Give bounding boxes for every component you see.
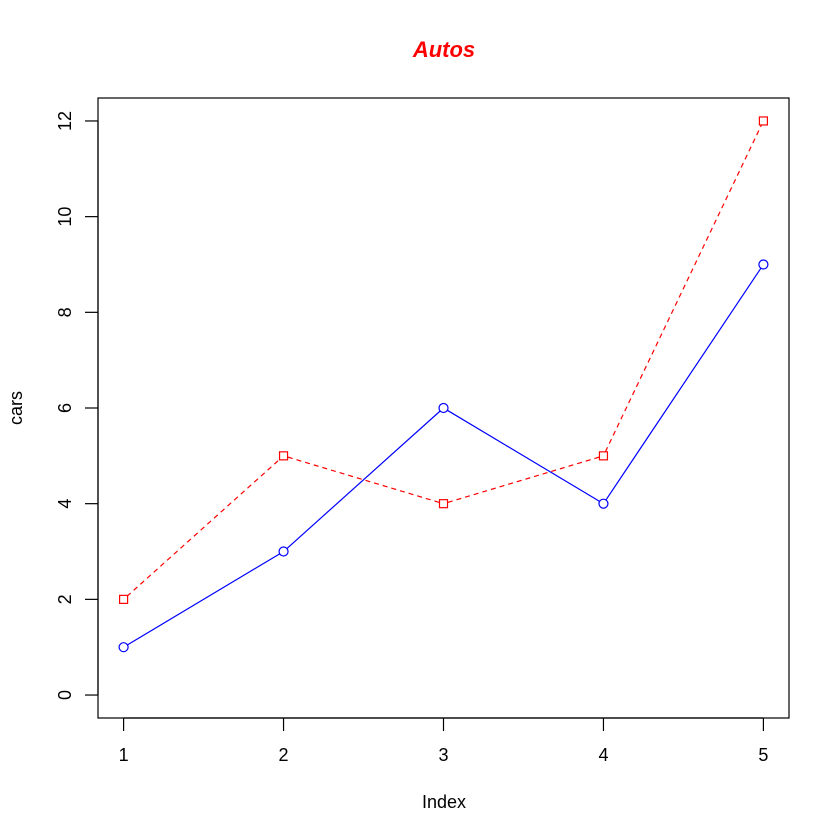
y-tick-label: 6 <box>55 403 75 413</box>
x-tick-label: 1 <box>119 745 129 765</box>
series-layer <box>118 116 769 653</box>
series-2 <box>118 116 769 604</box>
y-tick-label: 0 <box>55 690 75 700</box>
series-1-point <box>758 259 769 270</box>
series-1-point <box>278 546 289 557</box>
series-2-segment <box>447 456 600 503</box>
series-1-segment <box>447 409 600 502</box>
series-1-segment <box>286 410 441 549</box>
series-2-point <box>598 451 609 461</box>
series-1-point <box>438 402 449 414</box>
series-2-point <box>118 594 129 604</box>
x-tick-label: 2 <box>279 745 289 765</box>
series-2-segment <box>604 124 763 453</box>
y-tick-label: 10 <box>55 207 75 227</box>
series-1-segment <box>127 553 280 646</box>
series-2-point <box>758 116 769 126</box>
series-1-segment <box>605 267 762 501</box>
chart-title: Autos <box>412 37 475 62</box>
y-tick-label: 8 <box>55 307 75 317</box>
series-1 <box>118 259 769 653</box>
series-2-point <box>278 451 289 461</box>
y-tick-label: 4 <box>55 499 75 509</box>
x-tick-label: 5 <box>758 745 768 765</box>
x-tick-label: 3 <box>438 745 448 765</box>
series-1-point <box>598 498 609 509</box>
y-tick-label: 12 <box>55 111 75 131</box>
y-axis-label: cars <box>6 391 26 425</box>
series-2-segment <box>126 458 281 597</box>
y-axis: 0 2 4 6 8 10 12 <box>55 111 99 700</box>
x-tick-label: 4 <box>598 745 608 765</box>
x-axis: 1 2 3 4 5 <box>119 717 768 765</box>
plot-area-frame <box>97 97 790 719</box>
series-1-point <box>118 642 129 653</box>
y-tick-label: 2 <box>55 594 75 604</box>
x-axis-label: Index <box>422 792 466 812</box>
series-2-point <box>438 499 449 509</box>
